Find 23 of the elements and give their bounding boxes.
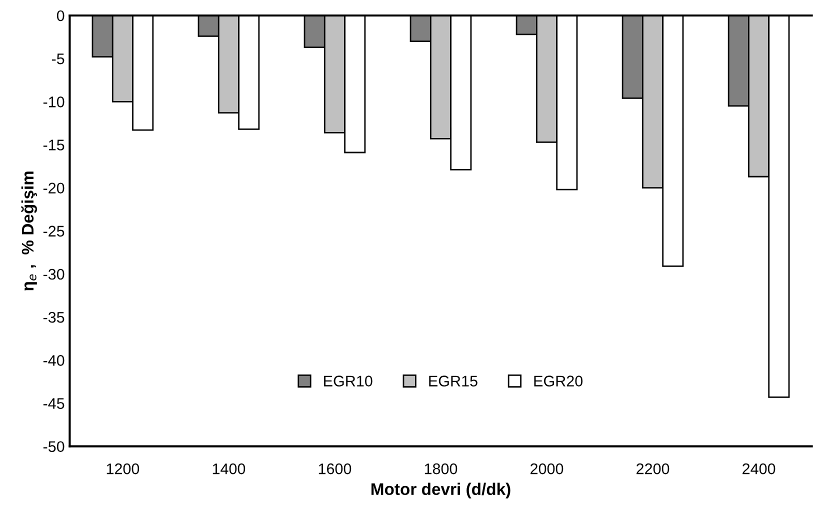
y-tick-label: -50 [43,441,64,452]
y-tick-label: -20 [43,182,64,194]
y-tick-label: -35 [43,312,64,323]
x-tick-label: 2200 [636,463,670,474]
x-tick-label: 1600 [318,463,352,474]
y-tick-label: -5 [52,54,64,64]
x-tick-label: 1800 [424,463,458,474]
x-tick-label: 1200 [106,463,140,474]
legend-label: EGR20 [534,376,583,386]
legend-label: EGR15 [429,376,478,386]
y-tick-label: -30 [43,268,64,280]
y-tick-label: -10 [43,96,64,108]
legend-label: EGR10 [324,376,372,386]
y-tick-label: -45 [43,398,64,409]
y-tick-label: 0 [56,10,64,22]
x-tick-label: 2400 [742,463,776,474]
x-tick-label: 2000 [530,463,564,474]
x-axis-title: Motor devri (d/dk) [372,482,510,498]
x-tick-label: 1400 [212,463,246,474]
y-tick-label: -25 [43,226,64,237]
y-axis-title: η$_{e}$ , % Değişim [21,172,37,290]
y-tick-label: -40 [43,355,64,366]
y-tick-label: -15 [43,140,64,150]
